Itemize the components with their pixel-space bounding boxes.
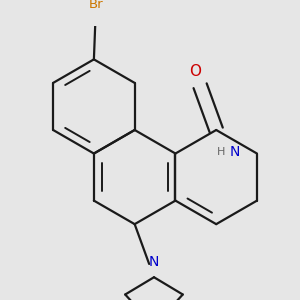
Text: H: H bbox=[217, 147, 226, 157]
Text: Br: Br bbox=[88, 0, 103, 11]
Text: O: O bbox=[189, 64, 201, 79]
Text: N: N bbox=[229, 145, 239, 159]
Text: N: N bbox=[149, 255, 159, 269]
